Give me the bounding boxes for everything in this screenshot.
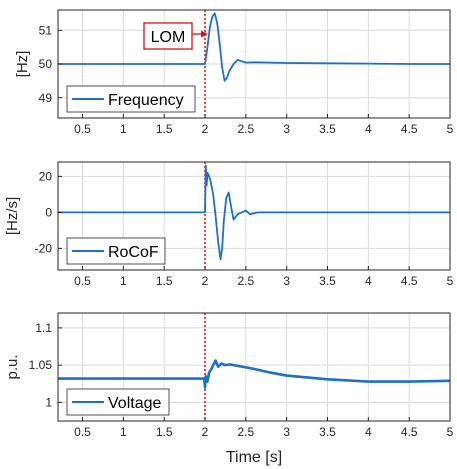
x-tick-label-rocof: 2 bbox=[202, 274, 209, 288]
x-tick-label-rocof: 4 bbox=[365, 274, 372, 288]
x-tick-label-rocof: 3 bbox=[283, 274, 290, 288]
x-tick-label-voltage: 3.5 bbox=[319, 425, 336, 439]
ylabel-rocof: [Hz/s] bbox=[4, 197, 21, 235]
x-tick-label-rocof: 5 bbox=[447, 274, 454, 288]
series-line-frequency bbox=[58, 12, 450, 82]
panel-frequency: 0.5 1 1.5 2 2.5 3 3.5 4 4.5 5 49 50 51 [Hz] LOM Freq… bbox=[14, 9, 454, 136]
x-tick-label-voltage: 3 bbox=[283, 425, 290, 439]
x-tick-label-voltage: 0.5 bbox=[74, 425, 91, 439]
x-tick-label-rocof: 0.5 bbox=[74, 274, 91, 288]
annotation-box bbox=[143, 22, 193, 50]
x-tick-label-voltage: 5 bbox=[447, 425, 454, 439]
y-tick-label-rocof: 0 bbox=[45, 205, 52, 219]
annotation-text: LOM bbox=[151, 29, 186, 46]
panel-voltage: 0.5 1 1.5 2 2.5 3 3.5 4 4.5 5 1 1.05 1.1 p.u. Time [… bbox=[4, 312, 454, 466]
x-tick-label-voltage: 1.5 bbox=[156, 425, 173, 439]
x-tick-label-rocof: 1 bbox=[120, 274, 127, 288]
y-tick-label-voltage: 1.1 bbox=[35, 321, 52, 335]
y-tick-label-rocof: 20 bbox=[39, 169, 53, 183]
x-tick-label-voltage: 1 bbox=[120, 425, 127, 439]
x-tick-label-frequency: 1 bbox=[120, 122, 127, 136]
legend-entry-frequency: Frequency bbox=[108, 92, 184, 109]
y-tick-label-voltage: 1 bbox=[45, 395, 52, 409]
legend-frequency: Frequency bbox=[66, 85, 196, 113]
x-tick-label-frequency: 3.5 bbox=[319, 122, 336, 136]
annotation-lom: LOM bbox=[143, 22, 208, 50]
y-tick-label-frequency: 49 bbox=[39, 91, 53, 105]
x-tick-label-voltage: 2 bbox=[202, 425, 209, 439]
x-tick-label-voltage: 4.5 bbox=[401, 425, 418, 439]
x-tick-label-rocof: 4.5 bbox=[401, 274, 418, 288]
x-tick-label-rocof: 1.5 bbox=[156, 274, 173, 288]
ticks-rocof: 0.5 1 1.5 2 2.5 3 3.5 4 4.5 5 -20 0 20 bbox=[35, 169, 454, 288]
x-tick-label-rocof: 2.5 bbox=[237, 274, 254, 288]
y-tick-label-frequency: 51 bbox=[39, 23, 53, 37]
x-tick-label-frequency: 3 bbox=[283, 122, 290, 136]
plot-border-rocof bbox=[57, 161, 451, 271]
y-tick-label-voltage: 1.05 bbox=[29, 358, 53, 372]
y-tick-label-rocof: -20 bbox=[35, 241, 53, 255]
x-tick-label-frequency: 5 bbox=[447, 122, 454, 136]
legend-voltage: Voltage bbox=[66, 388, 170, 416]
ylabel-voltage: p.u. bbox=[4, 354, 21, 379]
series-line-voltage bbox=[58, 359, 451, 389]
series-line-rocof bbox=[58, 164, 450, 261]
legend-entry-rocof: RoCoF bbox=[108, 244, 159, 261]
ticks-frequency: 0.5 1 1.5 2 2.5 3 3.5 4 4.5 5 49 50 51 bbox=[39, 23, 454, 136]
xlabel-voltage: Time [s] bbox=[226, 449, 282, 466]
x-tick-label-frequency: 1.5 bbox=[156, 122, 173, 136]
legend-rocof: RoCoF bbox=[66, 237, 166, 265]
legend-entry-voltage: Voltage bbox=[108, 395, 161, 412]
x-tick-label-frequency: 2.5 bbox=[237, 122, 254, 136]
y-tick-label-frequency: 50 bbox=[39, 57, 53, 71]
panel-rocof: 0.5 1 1.5 2 2.5 3 3.5 4 4.5 5 -20 0 20 [Hz/s] RoCoF bbox=[4, 161, 454, 288]
ylabel-frequency: [Hz] bbox=[14, 51, 31, 78]
ticks-voltage: 0.5 1 1.5 2 2.5 3 3.5 4 4.5 5 1 1.05 1.1 bbox=[29, 321, 454, 439]
x-tick-label-frequency: 4.5 bbox=[401, 122, 418, 136]
plot-border-voltage bbox=[57, 312, 451, 422]
x-tick-label-frequency: 0.5 bbox=[74, 122, 91, 136]
x-tick-label-voltage: 2.5 bbox=[237, 425, 254, 439]
x-tick-label-frequency: 4 bbox=[365, 122, 372, 136]
x-tick-label-voltage: 4 bbox=[365, 425, 372, 439]
annotation-arrow-head bbox=[201, 30, 208, 38]
x-tick-label-rocof: 3.5 bbox=[319, 274, 336, 288]
x-tick-label-frequency: 2 bbox=[202, 122, 209, 136]
